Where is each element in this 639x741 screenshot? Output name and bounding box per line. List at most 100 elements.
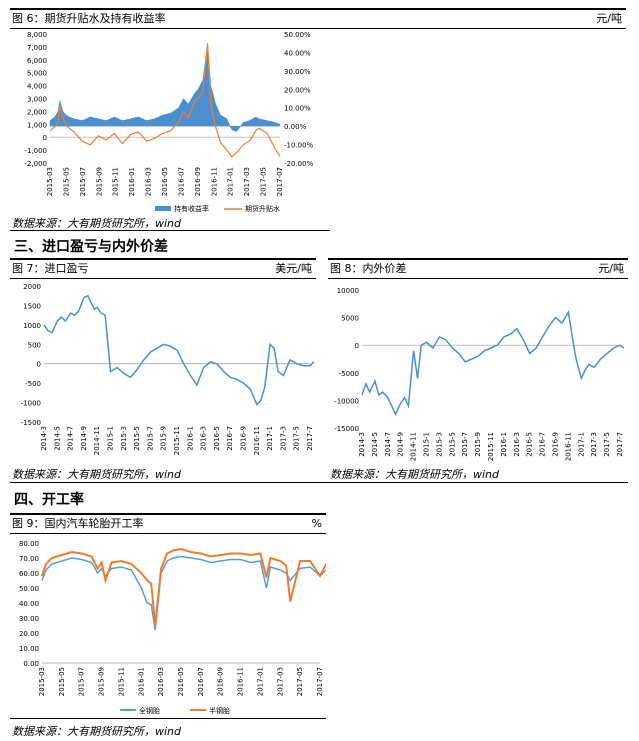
fig6-legend-label-1: 持有收益率 bbox=[174, 204, 209, 213]
fig9-series-2 bbox=[41, 547, 326, 626]
fig6-xtick: 2017-01 bbox=[227, 167, 235, 196]
fig6-left-tick: 2,000 bbox=[27, 108, 47, 116]
fig6-series-holding-yield bbox=[49, 43, 281, 133]
fig9-xtick: 2015-09 bbox=[98, 667, 106, 696]
fig7-xtick: 2014-11 bbox=[93, 426, 101, 455]
figure7-source: 数据来源：大有期货研究所，wind bbox=[12, 468, 182, 481]
fig6-right-tick: 0.00% bbox=[284, 123, 307, 131]
fig7-xtick: 2015-5 bbox=[133, 426, 141, 451]
fig7-xtick: 2016-3 bbox=[200, 426, 208, 451]
fig6-right-tick: -10.00% bbox=[284, 142, 314, 150]
fig7-xtick: 2017-1 bbox=[266, 426, 274, 451]
fig8-xtick: 2016-7 bbox=[539, 432, 547, 457]
fig6-xtick: 2015-11 bbox=[112, 167, 120, 196]
fig6-xtick: 2015-05 bbox=[62, 167, 70, 196]
fig9-xtick: 2016-03 bbox=[157, 667, 165, 696]
fig7-xtick: 2015-11 bbox=[173, 426, 181, 455]
fig9-ytick: 20.00 bbox=[19, 630, 39, 638]
fig7-xtick: 2014-5 bbox=[53, 426, 61, 451]
fig8-xtick: 2014-7 bbox=[384, 432, 392, 457]
fig9-legend-label-2: 半钢胎 bbox=[209, 706, 230, 715]
figure9-header: 图 9：国内汽车轮胎开工率 % bbox=[10, 513, 326, 534]
fig9-ytick: 30.00 bbox=[19, 615, 39, 623]
fig7-xtick: 2017-5 bbox=[293, 426, 301, 451]
fig9-xtick: 2016-11 bbox=[237, 667, 245, 696]
fig7-ytick: -500 bbox=[25, 380, 41, 388]
fig7-xtick: 2017-7 bbox=[306, 426, 314, 451]
fig7-xtick: 2014-9 bbox=[80, 426, 88, 451]
fig6-xtick: 2017-05 bbox=[260, 167, 268, 196]
fig7-xtick: 2016-5 bbox=[213, 426, 221, 451]
fig6-left-tick: -1,000 bbox=[24, 147, 47, 155]
fig9-ytick: 60.00 bbox=[19, 570, 39, 578]
fig9-legend-label-1: 全钢胎 bbox=[139, 706, 160, 715]
fig6-xtick: 2016-05 bbox=[161, 167, 169, 196]
fig9-xtick: 2017-01 bbox=[256, 667, 264, 696]
fig7-xtick: 2015-3 bbox=[120, 426, 128, 451]
figure8-source: 数据来源：大有期货研究所，wind bbox=[330, 468, 500, 481]
fig9-xtick: 2017-07 bbox=[316, 667, 324, 696]
fig9-xtick: 2016-05 bbox=[177, 667, 185, 696]
fig8-xtick: 2015-5 bbox=[448, 432, 456, 457]
fig7-xtick: 2015-7 bbox=[146, 426, 154, 451]
fig8-xtick: 2016-11 bbox=[564, 432, 572, 461]
fig7-xtick: 2015-9 bbox=[160, 426, 168, 451]
fig8-xtick: 2017-3 bbox=[590, 432, 598, 457]
fig8-xtick: 2015-9 bbox=[474, 432, 482, 457]
fig6-series-basis bbox=[49, 44, 281, 158]
fig7-ytick: 1500 bbox=[23, 302, 41, 310]
fig6-left-tick: -2,000 bbox=[24, 160, 47, 168]
fig8-series-1 bbox=[361, 309, 625, 416]
figure6-source: 数据来源：大有期货研究所，wind bbox=[12, 217, 182, 230]
fig6-left-tick: 4,000 bbox=[27, 83, 47, 91]
fig9-xtick: 2016-09 bbox=[217, 667, 225, 696]
fig7-xtick: 2016-1 bbox=[186, 426, 194, 451]
figure6-title: 图 6：期货升贴水及持有收益率 bbox=[12, 12, 166, 25]
fig7-series-1 bbox=[43, 294, 315, 406]
figure9-source: 数据来源：大有期货研究所，wind bbox=[12, 725, 182, 738]
fig6-xtick: 2016-09 bbox=[194, 167, 202, 196]
fig6-left-tick: 1,000 bbox=[27, 121, 47, 129]
fig6-xtick: 2015-03 bbox=[46, 167, 54, 196]
fig8-xtick: 2016-3 bbox=[513, 432, 521, 457]
fig7-ytick: 2000 bbox=[23, 283, 41, 291]
fig7-ytick: 1000 bbox=[23, 322, 41, 330]
fig7-xtick: 2017-3 bbox=[279, 426, 287, 451]
fig6-xtick: 2015-07 bbox=[79, 167, 87, 196]
fig6-xtick: 2015-09 bbox=[95, 167, 103, 196]
fig6-right-tick: -20.00% bbox=[284, 160, 314, 168]
fig9-xtick: 2015-05 bbox=[58, 667, 66, 696]
fig6-left-tick: 7,000 bbox=[27, 44, 47, 52]
fig8-xtick: 2016-1 bbox=[500, 432, 508, 457]
fig6-legend-swatch-1 bbox=[155, 206, 171, 211]
figure7-unit: 美元/吨 bbox=[275, 262, 312, 275]
fig8-ytick: -10000 bbox=[334, 397, 359, 405]
fig9-ytick: 10.00 bbox=[19, 645, 39, 653]
figure8: 图 8：内外价差 元/吨 10000 5000 0 -5000 -10000 -15000… bbox=[328, 258, 628, 461]
fig8-xtick: 2015-11 bbox=[487, 432, 495, 461]
fig9-xtick: 2016-07 bbox=[197, 667, 205, 696]
fig8-ytick: 5000 bbox=[341, 315, 359, 323]
fig9-ytick: 0.00 bbox=[23, 660, 39, 668]
fig8-ytick: 10000 bbox=[337, 287, 359, 295]
section4-title: 四、开工率 bbox=[14, 492, 84, 508]
fig6-legend-label-2: 期货升贴水 bbox=[245, 204, 280, 213]
figure8-header: 图 8：内外价差 元/吨 bbox=[328, 258, 628, 279]
fig6-xtick: 2016-11 bbox=[210, 167, 218, 196]
figure7: 图 7：进口盈亏 美元/吨 2000 1500 1000 500 0 -500 -1000 -… bbox=[10, 258, 316, 458]
fig6-left-tick: 8,000 bbox=[27, 31, 47, 39]
fig6-left-tick: 0 bbox=[43, 134, 47, 142]
fig7-xtick: 2016-9 bbox=[240, 426, 248, 451]
figure6-chart: 8,000 7,000 6,000 5,000 4,000 3,000 2,000 1,000… bbox=[24, 31, 314, 213]
fig6-xtick: 2016-01 bbox=[128, 167, 136, 196]
fig6-right-tick: 40.00% bbox=[284, 49, 311, 57]
fig6-right-tick: 30.00% bbox=[284, 68, 311, 76]
fig8-xtick: 2014-5 bbox=[371, 432, 379, 457]
fig6-xtick: 2016-07 bbox=[177, 167, 185, 196]
figure6: 图 6：期货升贴水及持有收益率 元/吨 8,000 7,000 6,000 5,000… bbox=[10, 8, 626, 213]
fig8-ytick: 0 bbox=[355, 342, 359, 350]
figure8-title: 图 8：内外价差 bbox=[330, 262, 407, 275]
fig7-xtick: 2015-1 bbox=[107, 426, 115, 451]
